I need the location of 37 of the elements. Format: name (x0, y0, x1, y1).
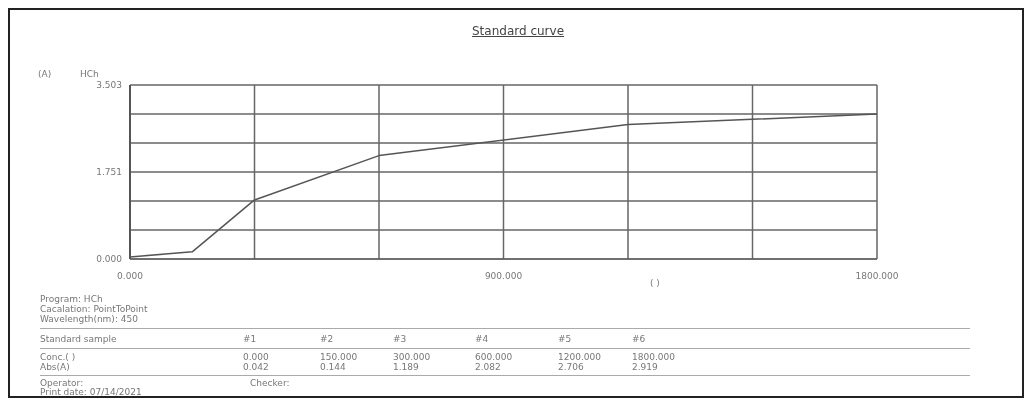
text: 2.919 (632, 362, 658, 372)
text: Cacalation: PointToPoint (40, 304, 148, 314)
text: 1200.000 (558, 352, 601, 362)
text: 600.000 (475, 352, 513, 362)
text: Operator: (40, 378, 84, 388)
text: 1.189 (393, 362, 419, 372)
x-tick-label: 1800.000 (855, 271, 899, 282)
y-tick-label: 3.503 (96, 80, 122, 91)
chart-title: Standard curve (471, 24, 565, 38)
text: Abs(A) (40, 362, 70, 372)
text: Checker: (250, 378, 290, 388)
text: HCh (80, 69, 99, 79)
x-axis-title: ( ) (650, 278, 660, 288)
text: Standard sample (40, 334, 117, 344)
x-tick-label: 900.000 (484, 271, 523, 282)
text: #3 (393, 334, 407, 344)
text: Wavelength(nm): 450 (40, 314, 138, 324)
text: Print date: 07/14/2021 (40, 387, 142, 397)
text: #4 (475, 334, 489, 344)
text: #5 (558, 334, 572, 344)
text: (A) (38, 69, 52, 79)
text: 2.082 (475, 362, 501, 372)
text: #6 (632, 334, 646, 344)
text: Conc.( ) (40, 352, 76, 362)
text: #2 (320, 334, 334, 344)
y-tick-label: 1.751 (96, 167, 122, 178)
y-tick-label: 0.000 (96, 254, 123, 265)
text: #1 (243, 334, 257, 344)
text: 0.000 (243, 352, 269, 362)
text: Program: HCh (40, 294, 103, 304)
text: 0.144 (320, 362, 346, 372)
text: 2.706 (558, 362, 584, 372)
text: 150.000 (320, 352, 358, 362)
text: 300.000 (393, 352, 431, 362)
text: 0.042 (243, 362, 269, 372)
text: 1800.000 (632, 352, 675, 362)
x-tick-label: 0.000 (117, 271, 144, 282)
